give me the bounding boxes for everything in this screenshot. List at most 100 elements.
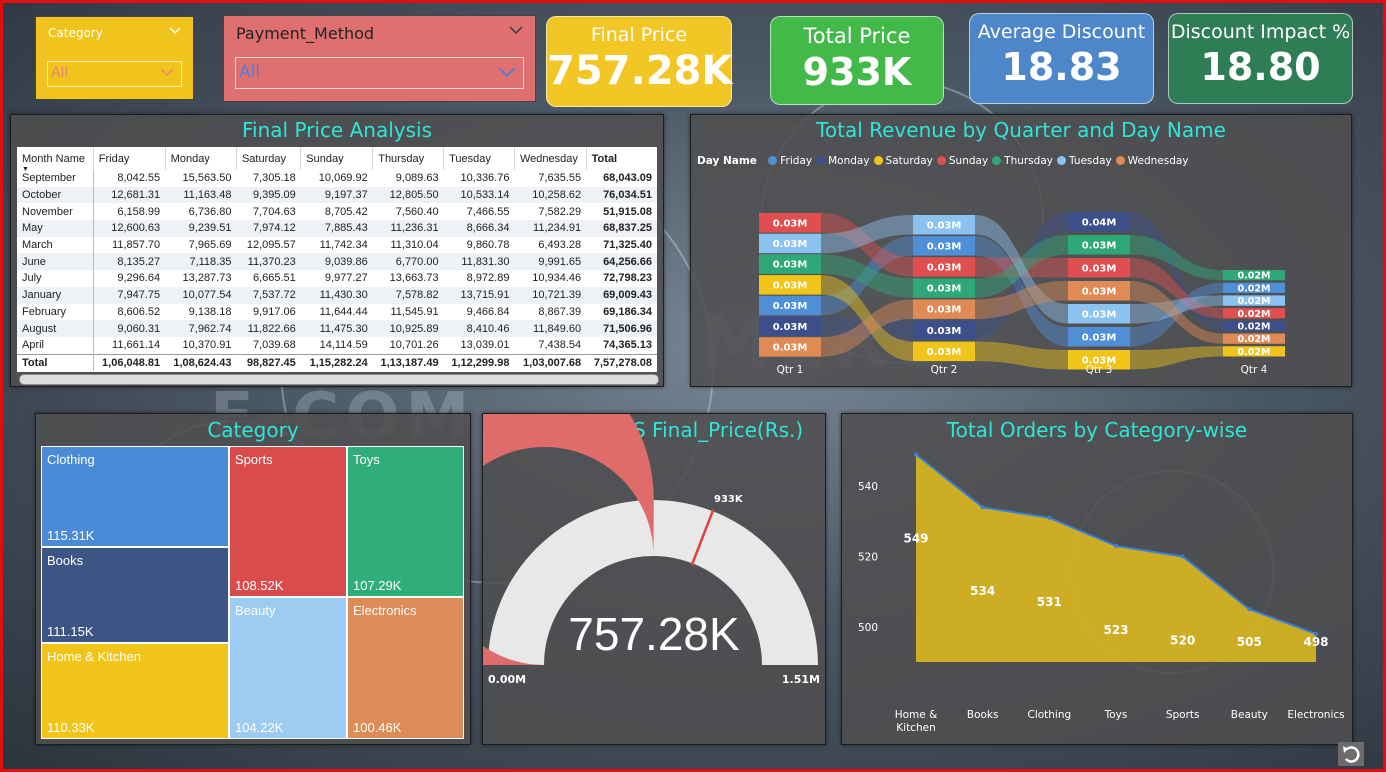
ribbon-segment[interactable] — [1223, 308, 1285, 319]
gauge-fill[interactable] — [483, 414, 654, 665]
ribbon-segment[interactable] — [759, 295, 821, 316]
treemap-tile-home-kitchen[interactable]: Home & Kitchen 110.33K — [41, 643, 229, 739]
ribbon-segment[interactable] — [1223, 270, 1285, 281]
category-dropdown[interactable]: All — [47, 61, 182, 87]
ribbon-flow[interactable] — [1130, 212, 1223, 332]
ribbon-segment[interactable] — [1223, 333, 1285, 344]
table-row[interactable]: November 6,158.99 6,736.80 7,704.63 8,705.42… — [17, 203, 657, 221]
reset-button[interactable] — [1338, 742, 1364, 766]
payment-method-dropdown[interactable]: All — [235, 57, 524, 89]
ribbon-segment[interactable] — [1068, 304, 1130, 324]
column-header[interactable]: Tuesday — [443, 147, 515, 170]
data-point[interactable] — [1114, 543, 1118, 548]
horizontal-scrollbar[interactable] — [19, 374, 659, 385]
ribbon-segment[interactable] — [1068, 350, 1130, 370]
ribbon-segment[interactable] — [913, 257, 975, 277]
category-slicer[interactable]: Category All — [35, 16, 194, 100]
ribbon-segment[interactable] — [913, 236, 975, 256]
table-row[interactable]: June 8,135.27 7,118.35 11,370.23 9,039.86 6,7… — [17, 253, 657, 271]
ribbon-flow[interactable] — [821, 316, 913, 341]
ribbon-flow[interactable] — [1130, 346, 1223, 370]
column-header[interactable]: Sunday — [300, 147, 373, 170]
ribbon-segment[interactable] — [759, 275, 821, 295]
ribbon-flow[interactable] — [1130, 281, 1223, 344]
data-point[interactable] — [1047, 515, 1052, 520]
ribbon-segment[interactable] — [1068, 327, 1130, 347]
ribbon-flow[interactable] — [821, 236, 913, 316]
ribbon-segment[interactable] — [1068, 235, 1130, 255]
ribbon-flow[interactable] — [975, 341, 1068, 370]
chevron-down-icon — [169, 27, 181, 35]
ribbon-flow[interactable] — [1130, 258, 1223, 319]
ribbon-segment[interactable] — [759, 316, 821, 337]
treemap-tile-toys[interactable]: Toys 107.29K — [347, 446, 464, 597]
ribbon-segment[interactable] — [1223, 282, 1285, 293]
ribbon-segment[interactable] — [1068, 212, 1130, 232]
legend-item[interactable]: Sunday — [936, 155, 988, 167]
legend-item[interactable]: Wednesday — [1115, 155, 1189, 167]
ribbon-segment[interactable] — [913, 215, 975, 235]
column-header[interactable]: Month Name ▼ — [22, 152, 85, 174]
table-row[interactable]: April 11,661.14 10,370.91 7,039.68 14,114.59… — [17, 336, 657, 355]
column-header[interactable]: Friday — [92, 147, 166, 170]
table-row[interactable]: February 8,606.52 9,138.18 9,917.06 11,644.4… — [17, 303, 657, 321]
data-point[interactable] — [1314, 631, 1318, 636]
ribbon-segment[interactable] — [1223, 320, 1285, 332]
ribbon-flow[interactable] — [821, 299, 913, 357]
ribbon-segment[interactable] — [913, 278, 975, 298]
data-point[interactable] — [1247, 607, 1252, 612]
legend-item[interactable]: Tuesday — [1057, 155, 1112, 167]
column-header[interactable]: Monday — [164, 147, 237, 170]
ribbon-segment[interactable] — [759, 337, 821, 357]
data-point[interactable] — [1180, 554, 1185, 559]
table-row[interactable]: July 9,296.64 13,287.73 6,665.51 9,977.27 13,… — [17, 270, 657, 287]
ribbon-flow[interactable] — [821, 215, 913, 254]
legend-item[interactable]: Thursday — [992, 155, 1053, 167]
treemap-tile-beauty[interactable]: Beauty 104.22K — [229, 597, 347, 739]
ribbon-segment[interactable] — [913, 299, 975, 319]
ribbon-flow[interactable] — [975, 215, 1068, 324]
legend-item[interactable]: Saturday — [873, 155, 933, 167]
ribbon-flow[interactable] — [1130, 295, 1223, 324]
legend-item[interactable]: Monday — [816, 155, 870, 167]
ribbon-segment[interactable] — [1068, 258, 1130, 278]
ribbon-flow[interactable] — [821, 254, 913, 298]
treemap-tile-electronics[interactable]: Electronics 100.46K — [347, 597, 464, 739]
column-header[interactable]: Saturday — [235, 147, 301, 170]
treemap-tile-sports[interactable]: Sports 108.52K — [229, 446, 347, 597]
table-row[interactable]: September 8,042.55 15,563.50 7,305.18 10,069… — [17, 170, 657, 187]
treemap-tile-books[interactable]: Books 111.15K — [41, 547, 229, 643]
ribbon-segment[interactable] — [913, 320, 975, 341]
data-point[interactable] — [980, 505, 985, 510]
table-cell: 74,365.13 — [603, 339, 652, 352]
column-header[interactable]: Wednesday — [513, 147, 587, 170]
ribbon-flow[interactable] — [975, 235, 1068, 298]
table-cell: 13,287.73 — [182, 272, 232, 285]
table-row[interactable]: October 12,681.31 11,163.48 9,395.09 9,197.3… — [17, 186, 657, 204]
table-row[interactable]: May 12,600.63 9,239.51 7,974.12 7,885.43 11,2… — [17, 220, 657, 237]
table-row[interactable]: August 9,060.31 7,962.74 11,822.66 11,475.30… — [17, 320, 657, 337]
data-point[interactable] — [914, 452, 918, 457]
ribbon-segment[interactable] — [1068, 281, 1130, 301]
column-header[interactable]: Thursday — [372, 147, 444, 170]
ribbon-segment[interactable] — [1223, 346, 1285, 357]
column-header[interactable]: Total — [585, 147, 657, 170]
ribbon-flow[interactable] — [821, 275, 913, 362]
treemap-tile-clothing[interactable]: Clothing 115.31K — [41, 446, 229, 547]
ribbon-segment[interactable] — [1223, 295, 1285, 306]
ribbon-flow[interactable] — [821, 213, 913, 277]
ribbon-flow[interactable] — [975, 236, 1068, 347]
ribbon-segment[interactable] — [759, 233, 821, 254]
ribbon-flow[interactable] — [975, 281, 1068, 319]
ribbon-segment[interactable] — [759, 213, 821, 233]
table-row[interactable]: January 7,947.75 10,077.54 7,537.72 11,430.3… — [17, 286, 657, 304]
ribbon-flow[interactable] — [1130, 235, 1223, 281]
ribbon-flow[interactable] — [975, 257, 1068, 278]
ribbon-flow[interactable] — [1130, 282, 1223, 347]
ribbon-flow[interactable] — [975, 212, 1068, 340]
payment-method-slicer[interactable]: Payment_Method All — [223, 15, 536, 102]
table-row[interactable]: March 11,857.70 7,965.69 12,095.57 11,742.34… — [17, 236, 657, 254]
ribbon-segment[interactable] — [759, 254, 821, 274]
legend-item[interactable]: Friday — [768, 155, 812, 167]
ribbon-segment[interactable] — [913, 341, 975, 362]
